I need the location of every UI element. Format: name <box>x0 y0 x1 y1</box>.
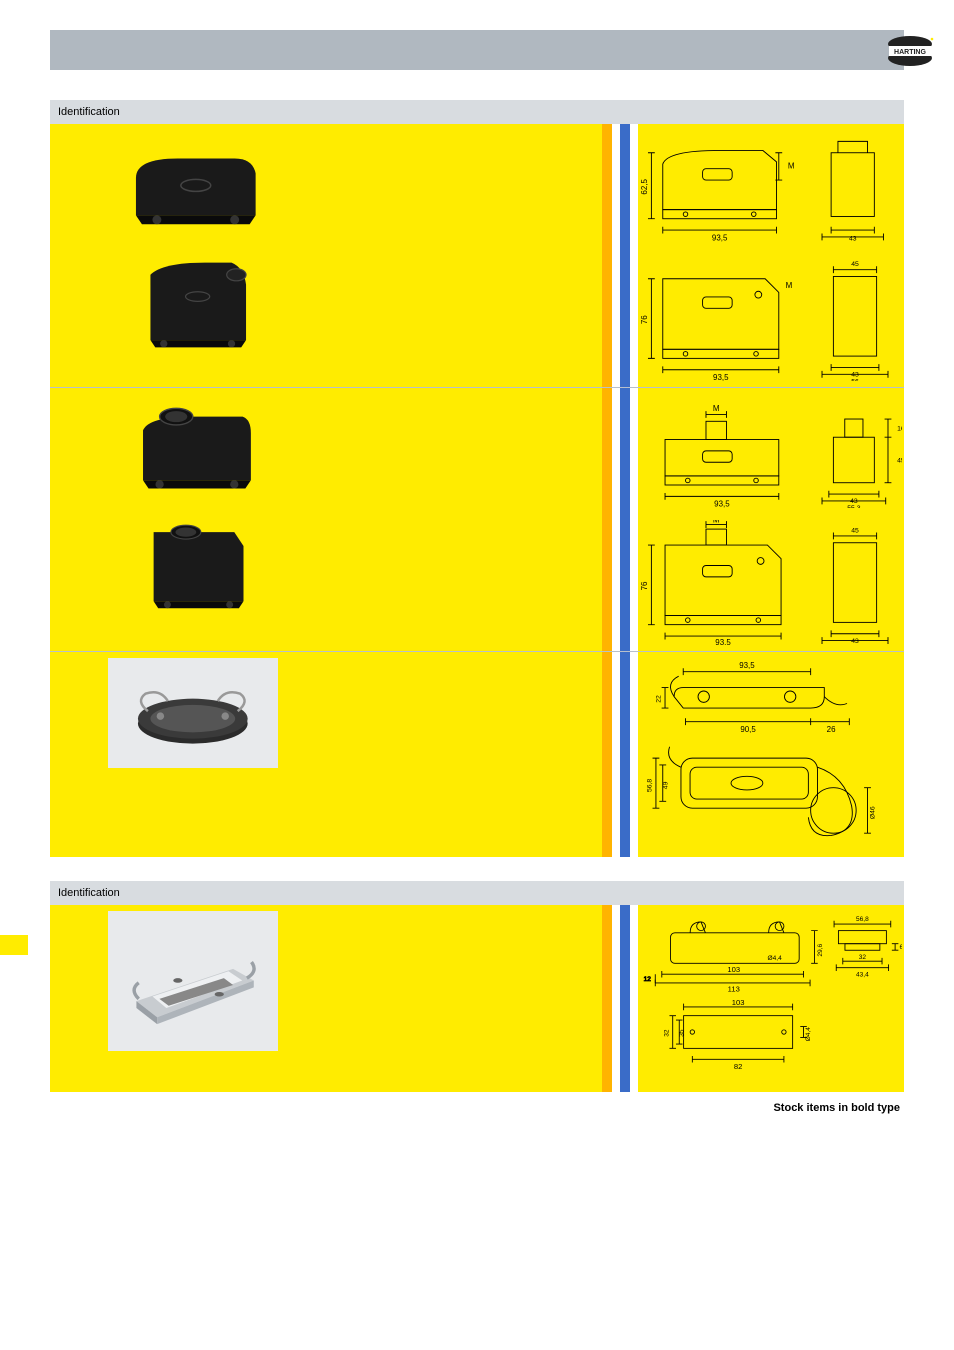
svg-text:113: 113 <box>728 985 740 994</box>
svg-text:45: 45 <box>897 457 902 464</box>
svg-text:103: 103 <box>728 965 741 974</box>
svg-text:32: 32 <box>859 954 867 961</box>
svg-text:M: M <box>788 162 795 171</box>
svg-text:M: M <box>713 404 720 413</box>
product-image-panel-base <box>108 911 278 1051</box>
svg-text:82: 82 <box>734 1062 742 1071</box>
svg-text:93,5: 93,5 <box>740 661 756 670</box>
product-image-bulkhead <box>108 658 278 768</box>
product-image-hood-top-high <box>108 510 278 620</box>
svg-text:56: 56 <box>852 378 860 381</box>
svg-text:Ø4,4: Ø4,4 <box>805 1027 812 1042</box>
svg-text:29,6: 29,6 <box>817 944 824 957</box>
svg-text:93,5: 93,5 <box>716 638 732 645</box>
svg-text:55,3: 55,3 <box>848 505 861 508</box>
section1-title: Identification <box>58 106 120 118</box>
product-image-hood-top-low <box>108 394 278 504</box>
svg-text:26: 26 <box>827 725 836 734</box>
logo-text: HARTING <box>894 49 926 56</box>
svg-text:Ø4,4: Ø4,4 <box>768 955 783 962</box>
svg-text:45: 45 <box>852 261 860 268</box>
svg-text:22: 22 <box>656 695 663 703</box>
svg-text:43: 43 <box>849 235 857 242</box>
tech-drawing-hood-top-high: M 76 93,5 45 43 56 <box>638 514 904 651</box>
svg-text:56,8: 56,8 <box>647 778 654 791</box>
section1-header: Identification <box>50 100 904 124</box>
section2-title: Identification <box>58 887 120 899</box>
section2-header: Identification <box>50 881 904 905</box>
svg-text:M: M <box>713 520 720 524</box>
svg-text:76: 76 <box>640 314 649 323</box>
top-bar: HARTING <box>50 30 904 70</box>
tech-drawing-hood-top-low: M 93,5 43 55,3 16 45 <box>638 388 904 514</box>
svg-text:16: 16 <box>897 425 902 432</box>
svg-text:56,8: 56,8 <box>856 916 869 923</box>
svg-text:76: 76 <box>640 581 649 590</box>
svg-text:93,5: 93,5 <box>713 373 729 381</box>
svg-text:43,4: 43,4 <box>856 972 869 979</box>
svg-text:62,5: 62,5 <box>640 179 649 195</box>
svg-text:6: 6 <box>900 944 902 951</box>
footer-text: Stock items in bold type <box>773 1102 900 1114</box>
harting-logo: HARTING <box>886 34 934 66</box>
svg-text:M: M <box>786 281 793 290</box>
svg-text:45: 45 <box>852 527 860 534</box>
svg-text:93,5: 93,5 <box>712 233 728 242</box>
catalog-table-2: 12 <box>50 905 904 1091</box>
product-image-hood-side-high <box>108 246 278 356</box>
tech-drawing-bulkhead: 93,5 22 90,5 26 56,8 49 Ø46 <box>638 652 904 857</box>
svg-text:49: 49 <box>663 781 670 789</box>
svg-text:12: 12 <box>644 976 652 983</box>
svg-text:35: 35 <box>679 1029 686 1037</box>
tech-drawing-panel-base: 12 <box>638 905 904 1091</box>
catalog-table-1: 93,5 62,5 M 43 56 <box>50 124 904 857</box>
svg-text:103: 103 <box>732 998 745 1007</box>
tech-drawing-hood-side-low: 93,5 62,5 M 43 56 <box>638 124 904 250</box>
svg-text:Ø46: Ø46 <box>870 806 877 819</box>
svg-text:90,5: 90,5 <box>741 725 757 734</box>
footer-note: Stock items in bold type <box>50 1102 904 1114</box>
tech-drawing-hood-side-high: 93,5 76 M 45 43 56 <box>638 250 904 387</box>
product-image-hood-side-low <box>108 130 278 240</box>
svg-text:32: 32 <box>664 1029 671 1037</box>
svg-text:93,5: 93,5 <box>715 499 731 507</box>
side-tab <box>0 935 28 955</box>
